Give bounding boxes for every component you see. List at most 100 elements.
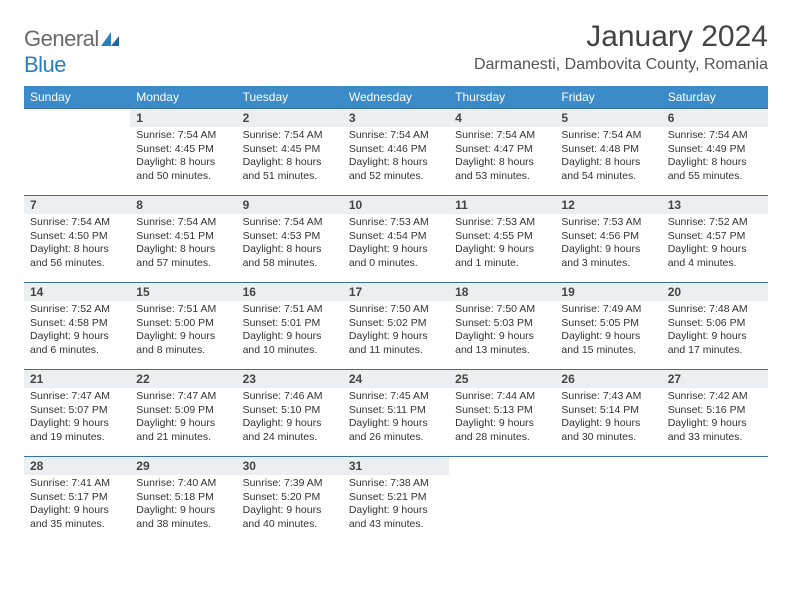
calendar-cell — [662, 457, 768, 544]
calendar-cell: 13Sunrise: 7:52 AMSunset: 4:57 PMDayligh… — [662, 196, 768, 283]
day-details: Sunrise: 7:42 AMSunset: 5:16 PMDaylight:… — [662, 388, 768, 449]
calendar-cell: 31Sunrise: 7:38 AMSunset: 5:21 PMDayligh… — [343, 457, 449, 544]
calendar-week-row: 1Sunrise: 7:54 AMSunset: 4:45 PMDaylight… — [24, 109, 768, 196]
day-details: Sunrise: 7:50 AMSunset: 5:02 PMDaylight:… — [343, 301, 449, 362]
calendar-cell: 11Sunrise: 7:53 AMSunset: 4:55 PMDayligh… — [449, 196, 555, 283]
day-number: 1 — [130, 109, 236, 127]
day-number: 6 — [662, 109, 768, 127]
calendar-cell: 26Sunrise: 7:43 AMSunset: 5:14 PMDayligh… — [555, 370, 661, 457]
weekday-header-row: Sunday Monday Tuesday Wednesday Thursday… — [24, 86, 768, 109]
calendar-cell: 10Sunrise: 7:53 AMSunset: 4:54 PMDayligh… — [343, 196, 449, 283]
calendar-table: Sunday Monday Tuesday Wednesday Thursday… — [24, 86, 768, 543]
day-number: 24 — [343, 370, 449, 388]
day-number: 22 — [130, 370, 236, 388]
day-number: 31 — [343, 457, 449, 475]
logo-text-general: General — [24, 26, 99, 51]
calendar-cell: 8Sunrise: 7:54 AMSunset: 4:51 PMDaylight… — [130, 196, 236, 283]
day-details: Sunrise: 7:49 AMSunset: 5:05 PMDaylight:… — [555, 301, 661, 362]
calendar-cell: 18Sunrise: 7:50 AMSunset: 5:03 PMDayligh… — [449, 283, 555, 370]
calendar-cell: 20Sunrise: 7:48 AMSunset: 5:06 PMDayligh… — [662, 283, 768, 370]
day-details: Sunrise: 7:54 AMSunset: 4:45 PMDaylight:… — [130, 127, 236, 188]
weekday-header: Thursday — [449, 86, 555, 109]
day-number: 27 — [662, 370, 768, 388]
day-number: 26 — [555, 370, 661, 388]
weekday-header: Saturday — [662, 86, 768, 109]
day-number: 29 — [130, 457, 236, 475]
calendar-cell: 22Sunrise: 7:47 AMSunset: 5:09 PMDayligh… — [130, 370, 236, 457]
calendar-cell: 12Sunrise: 7:53 AMSunset: 4:56 PMDayligh… — [555, 196, 661, 283]
day-details: Sunrise: 7:46 AMSunset: 5:10 PMDaylight:… — [237, 388, 343, 449]
day-number: 10 — [343, 196, 449, 214]
day-number: 11 — [449, 196, 555, 214]
calendar-cell: 28Sunrise: 7:41 AMSunset: 5:17 PMDayligh… — [24, 457, 130, 544]
calendar-cell: 5Sunrise: 7:54 AMSunset: 4:48 PMDaylight… — [555, 109, 661, 196]
day-details: Sunrise: 7:54 AMSunset: 4:47 PMDaylight:… — [449, 127, 555, 188]
calendar-cell — [449, 457, 555, 544]
day-details: Sunrise: 7:53 AMSunset: 4:56 PMDaylight:… — [555, 214, 661, 275]
day-details: Sunrise: 7:47 AMSunset: 5:09 PMDaylight:… — [130, 388, 236, 449]
calendar-cell: 21Sunrise: 7:47 AMSunset: 5:07 PMDayligh… — [24, 370, 130, 457]
day-details: Sunrise: 7:52 AMSunset: 4:58 PMDaylight:… — [24, 301, 130, 362]
calendar-cell: 24Sunrise: 7:45 AMSunset: 5:11 PMDayligh… — [343, 370, 449, 457]
day-number: 13 — [662, 196, 768, 214]
day-number: 4 — [449, 109, 555, 127]
day-number: 2 — [237, 109, 343, 127]
logo-mark-icon — [101, 26, 119, 51]
day-details: Sunrise: 7:41 AMSunset: 5:17 PMDaylight:… — [24, 475, 130, 536]
calendar-cell — [24, 109, 130, 196]
day-number: 30 — [237, 457, 343, 475]
calendar-cell: 15Sunrise: 7:51 AMSunset: 5:00 PMDayligh… — [130, 283, 236, 370]
day-number: 20 — [662, 283, 768, 301]
day-number: 7 — [24, 196, 130, 214]
day-details: Sunrise: 7:43 AMSunset: 5:14 PMDaylight:… — [555, 388, 661, 449]
day-details: Sunrise: 7:45 AMSunset: 5:11 PMDaylight:… — [343, 388, 449, 449]
day-details: Sunrise: 7:44 AMSunset: 5:13 PMDaylight:… — [449, 388, 555, 449]
logo: General Blue — [24, 26, 119, 78]
weekday-header: Sunday — [24, 86, 130, 109]
logo-text-blue: Blue — [24, 52, 66, 77]
day-number: 12 — [555, 196, 661, 214]
calendar-cell: 29Sunrise: 7:40 AMSunset: 5:18 PMDayligh… — [130, 457, 236, 544]
day-number: 18 — [449, 283, 555, 301]
calendar-week-row: 7Sunrise: 7:54 AMSunset: 4:50 PMDaylight… — [24, 196, 768, 283]
day-number: 23 — [237, 370, 343, 388]
location-text: Darmanesti, Dambovita County, Romania — [474, 56, 768, 74]
calendar-week-row: 14Sunrise: 7:52 AMSunset: 4:58 PMDayligh… — [24, 283, 768, 370]
day-number: 17 — [343, 283, 449, 301]
day-details: Sunrise: 7:53 AMSunset: 4:54 PMDaylight:… — [343, 214, 449, 275]
month-title: January 2024 — [474, 20, 768, 54]
weekday-header: Monday — [130, 86, 236, 109]
day-details: Sunrise: 7:48 AMSunset: 5:06 PMDaylight:… — [662, 301, 768, 362]
calendar-cell: 6Sunrise: 7:54 AMSunset: 4:49 PMDaylight… — [662, 109, 768, 196]
day-number: 9 — [237, 196, 343, 214]
calendar-cell: 4Sunrise: 7:54 AMSunset: 4:47 PMDaylight… — [449, 109, 555, 196]
day-details: Sunrise: 7:54 AMSunset: 4:50 PMDaylight:… — [24, 214, 130, 275]
calendar-cell: 17Sunrise: 7:50 AMSunset: 5:02 PMDayligh… — [343, 283, 449, 370]
day-number: 28 — [24, 457, 130, 475]
calendar-week-row: 28Sunrise: 7:41 AMSunset: 5:17 PMDayligh… — [24, 457, 768, 544]
calendar-cell: 30Sunrise: 7:39 AMSunset: 5:20 PMDayligh… — [237, 457, 343, 544]
header-row: General Blue January 2024 Darmanesti, Da… — [24, 20, 768, 78]
day-details: Sunrise: 7:40 AMSunset: 5:18 PMDaylight:… — [130, 475, 236, 536]
day-number: 21 — [24, 370, 130, 388]
day-details: Sunrise: 7:38 AMSunset: 5:21 PMDaylight:… — [343, 475, 449, 536]
day-number: 25 — [449, 370, 555, 388]
day-details: Sunrise: 7:54 AMSunset: 4:45 PMDaylight:… — [237, 127, 343, 188]
day-details: Sunrise: 7:52 AMSunset: 4:57 PMDaylight:… — [662, 214, 768, 275]
day-details: Sunrise: 7:51 AMSunset: 5:00 PMDaylight:… — [130, 301, 236, 362]
calendar-page: General Blue January 2024 Darmanesti, Da… — [0, 0, 792, 563]
calendar-week-row: 21Sunrise: 7:47 AMSunset: 5:07 PMDayligh… — [24, 370, 768, 457]
calendar-cell: 19Sunrise: 7:49 AMSunset: 5:05 PMDayligh… — [555, 283, 661, 370]
day-details: Sunrise: 7:54 AMSunset: 4:46 PMDaylight:… — [343, 127, 449, 188]
day-number: 3 — [343, 109, 449, 127]
day-details: Sunrise: 7:54 AMSunset: 4:48 PMDaylight:… — [555, 127, 661, 188]
day-details: Sunrise: 7:54 AMSunset: 4:51 PMDaylight:… — [130, 214, 236, 275]
day-details: Sunrise: 7:53 AMSunset: 4:55 PMDaylight:… — [449, 214, 555, 275]
weekday-header: Tuesday — [237, 86, 343, 109]
calendar-cell: 23Sunrise: 7:46 AMSunset: 5:10 PMDayligh… — [237, 370, 343, 457]
calendar-cell — [555, 457, 661, 544]
calendar-cell: 16Sunrise: 7:51 AMSunset: 5:01 PMDayligh… — [237, 283, 343, 370]
day-number: 5 — [555, 109, 661, 127]
day-details: Sunrise: 7:47 AMSunset: 5:07 PMDaylight:… — [24, 388, 130, 449]
day-details: Sunrise: 7:51 AMSunset: 5:01 PMDaylight:… — [237, 301, 343, 362]
